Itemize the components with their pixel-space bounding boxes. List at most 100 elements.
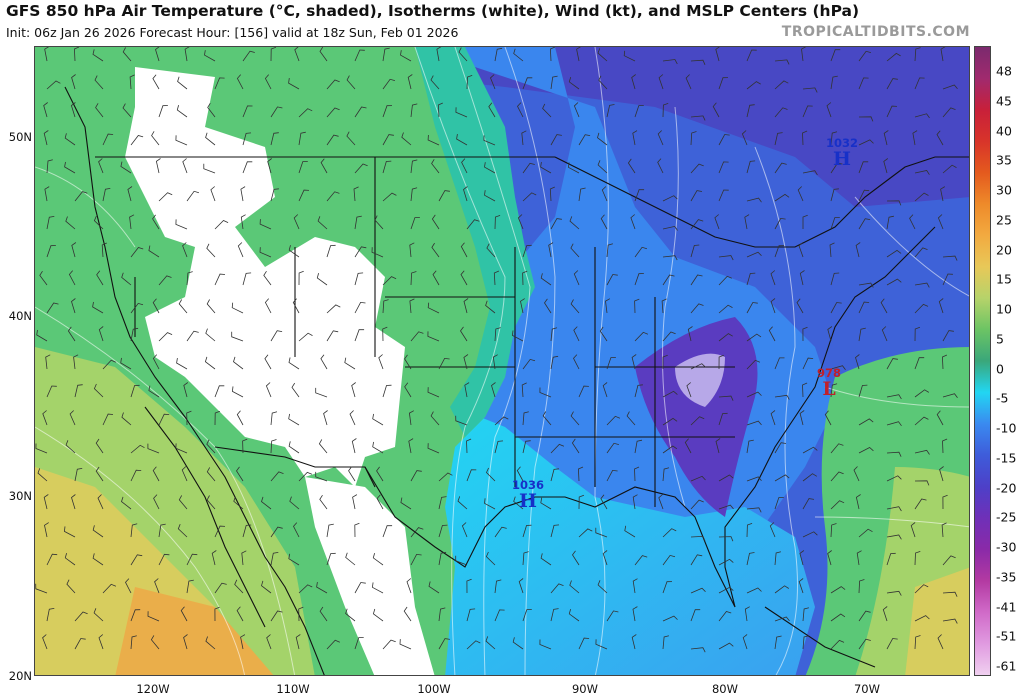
wind-barb xyxy=(540,497,552,510)
wind-barb xyxy=(914,480,930,486)
wind-barb xyxy=(344,357,356,370)
wind-barb xyxy=(289,496,300,510)
wind-barb xyxy=(937,634,944,650)
wind-barb xyxy=(353,186,359,202)
wind-barb xyxy=(746,160,756,174)
wind-barb xyxy=(158,332,173,342)
wind-barb xyxy=(152,214,160,230)
wind-barb xyxy=(206,439,216,454)
wind-barb xyxy=(690,244,700,258)
wind-barb xyxy=(662,225,678,231)
wind-barb xyxy=(242,524,252,538)
wind-barb xyxy=(830,188,839,202)
wind-barb xyxy=(36,329,48,342)
wind-barb xyxy=(92,525,104,538)
wind-barb xyxy=(830,302,842,314)
wind-barb xyxy=(71,74,76,90)
wind-barb xyxy=(463,298,469,314)
chart-subtitle: Init: 06z Jan 26 2026 Forecast Hour: [15… xyxy=(6,25,459,40)
wind-barb xyxy=(184,47,190,62)
wind-barb xyxy=(63,526,76,538)
wind-barb xyxy=(485,300,496,314)
low-pressure-center: 978 L xyxy=(817,367,841,399)
wind-barb xyxy=(438,551,447,566)
wind-barb xyxy=(942,255,958,261)
wind-barb xyxy=(147,611,160,622)
wind-barb xyxy=(690,163,704,174)
wind-barb xyxy=(288,357,300,370)
wind-barb xyxy=(326,191,340,202)
wind-barb xyxy=(466,469,477,482)
wind-barb xyxy=(46,159,53,174)
wind-barb xyxy=(746,302,758,314)
wind-barb xyxy=(802,498,815,510)
wind-barb xyxy=(742,634,748,650)
wind-barb xyxy=(690,647,706,653)
wind-barb xyxy=(769,522,776,538)
longitude-label: 120W xyxy=(136,682,170,696)
wind-barb xyxy=(914,326,921,342)
wind-barb xyxy=(399,639,412,650)
wind-barb xyxy=(130,635,137,650)
wind-barb xyxy=(715,47,720,62)
wind-barb xyxy=(323,410,328,426)
wind-barb xyxy=(186,410,192,426)
wind-barb xyxy=(513,48,524,62)
wind-barb xyxy=(407,74,413,90)
wind-barb xyxy=(206,467,216,482)
wind-barb xyxy=(317,216,328,230)
wind-barb xyxy=(746,523,753,538)
wind-barb xyxy=(94,75,104,90)
wind-barb xyxy=(942,393,958,398)
wind-barb xyxy=(770,410,776,426)
wind-barb xyxy=(158,553,170,566)
wind-barb xyxy=(130,384,140,398)
wind-barb xyxy=(858,218,871,230)
longitude-label: 70W xyxy=(853,682,881,696)
wind-barb xyxy=(354,301,366,314)
wind-barb xyxy=(102,583,117,594)
wind-barb xyxy=(371,582,384,594)
wind-barb xyxy=(147,443,160,454)
wind-barb xyxy=(746,251,762,258)
wind-barb xyxy=(494,609,505,622)
wind-barb xyxy=(578,385,589,398)
wind-barb xyxy=(662,635,670,650)
wind-barb xyxy=(158,413,170,426)
wind-barb xyxy=(466,219,480,230)
wind-barb xyxy=(914,47,921,62)
wind-barb xyxy=(830,471,844,482)
wind-barb xyxy=(830,613,846,622)
wind-barb xyxy=(634,384,643,398)
wind-barb xyxy=(802,326,808,342)
wind-barb xyxy=(542,411,552,426)
wind-barb xyxy=(521,382,527,398)
wind-barb xyxy=(942,273,953,286)
wind-barb xyxy=(410,217,420,230)
wind-barb xyxy=(858,50,872,62)
wind-barb xyxy=(352,494,358,510)
wind-barb xyxy=(35,443,48,454)
wind-barb xyxy=(573,326,580,342)
wind-barb xyxy=(236,466,244,482)
wind-barb xyxy=(121,272,132,286)
wind-barb xyxy=(494,440,504,454)
wind-barb xyxy=(46,80,61,90)
wind-barb xyxy=(326,639,340,650)
wind-barb xyxy=(214,410,221,426)
wind-barb xyxy=(578,528,593,538)
wind-barb xyxy=(686,382,692,398)
wind-barb xyxy=(830,383,838,398)
wind-barb xyxy=(150,635,160,650)
wind-barb xyxy=(485,636,496,650)
wind-barb xyxy=(410,527,424,538)
wind-barb xyxy=(408,438,414,454)
wind-barb xyxy=(550,583,564,594)
wind-barb xyxy=(550,524,560,538)
wind-barb xyxy=(942,494,948,510)
wind-barb xyxy=(354,637,364,650)
wind-barb xyxy=(712,102,720,118)
wind-barb xyxy=(298,606,304,622)
wind-barb xyxy=(298,108,313,118)
pressure-value: 1036 xyxy=(511,478,545,492)
